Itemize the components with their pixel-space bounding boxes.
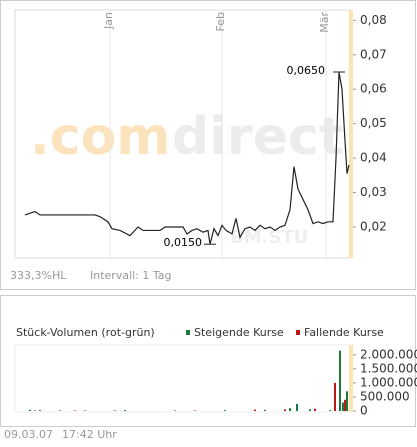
volume-bar — [284, 409, 286, 411]
volume-bar — [114, 410, 116, 411]
volume-title: Stück-Volumen (rot-grün) — [16, 326, 155, 339]
legend-label: Steigende Kurse — [194, 326, 284, 339]
y-tick-label: 500.000 — [360, 389, 410, 403]
volume-bar — [309, 409, 311, 411]
volume-bar — [174, 410, 176, 411]
y-tick-label: 0 — [360, 404, 368, 418]
y-tick-label: 1.000.000 — [360, 375, 417, 389]
volume-bar — [224, 410, 226, 411]
volume-bar — [296, 403, 298, 411]
highlight-band — [349, 10, 353, 258]
volume-bar — [29, 409, 31, 411]
volume-bar — [344, 399, 346, 411]
price-line — [24, 71, 350, 245]
volume-bar — [84, 410, 86, 411]
volume-bar — [39, 410, 41, 411]
legend-swatch — [296, 330, 300, 335]
watermark: direct — [172, 107, 344, 167]
info: Intervall: 1 Tag — [90, 269, 172, 282]
footer-date: 09.03.07 — [4, 428, 53, 441]
x-tick-label: Feb — [214, 12, 227, 31]
annotation: 0,0650 — [287, 64, 326, 77]
x-tick-label: Mär — [318, 12, 331, 33]
volume-bar — [34, 410, 36, 411]
volume-bar — [342, 402, 344, 411]
volume-bar — [329, 410, 331, 411]
highlight-band — [349, 345, 353, 412]
info: 333,3%HL — [10, 269, 67, 282]
x-tick-label: Jan — [102, 12, 115, 30]
y-tick-label: 0,04 — [360, 151, 387, 165]
y-tick-label: 0,05 — [360, 116, 387, 130]
volume-bar — [59, 410, 61, 411]
volume-bar — [124, 410, 126, 411]
y-tick-label: 0,03 — [360, 185, 387, 199]
volume-bar — [289, 408, 291, 411]
watermark-symbol: BM.STU — [230, 227, 308, 248]
y-tick-label: 2.000.000 — [360, 347, 417, 361]
y-tick-label: 1.500.000 — [360, 361, 417, 375]
annotation: 0,0150 — [164, 236, 203, 249]
y-tick-label: 0,06 — [360, 82, 387, 96]
price-panel — [0, 0, 416, 290]
legend-label: Fallende Kurse — [304, 326, 384, 339]
volume-bar — [264, 409, 266, 411]
y-tick-label: 0,02 — [360, 220, 387, 234]
y-tick-label: 0,08 — [360, 13, 387, 27]
legend-swatch — [186, 330, 190, 335]
volume-bar — [334, 382, 336, 411]
volume-panel — [0, 295, 416, 427]
volume-bar — [74, 410, 76, 411]
y-tick-label: 0,07 — [360, 47, 387, 61]
volume-bar — [339, 350, 341, 411]
volume-bar — [314, 408, 316, 411]
volume-bar — [346, 391, 348, 411]
watermark: .com — [30, 107, 171, 167]
footer-time: 17:42 Uhr — [62, 428, 117, 441]
volume-bar — [254, 409, 256, 411]
volume-bar — [194, 410, 196, 411]
